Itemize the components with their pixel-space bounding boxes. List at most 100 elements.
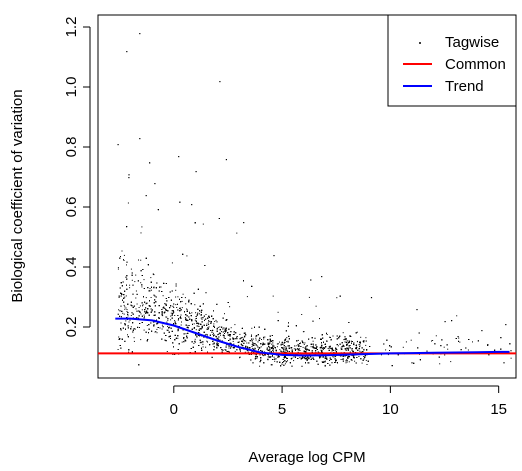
tagwise-point xyxy=(236,336,238,337)
tagwise-point xyxy=(201,327,203,329)
tagwise-point xyxy=(233,333,235,335)
tagwise-point xyxy=(308,349,310,351)
tagwise-point xyxy=(183,341,185,343)
tagwise-point xyxy=(335,361,337,363)
tagwise-point xyxy=(217,343,219,345)
tagwise-point xyxy=(191,341,193,343)
tagwise-point xyxy=(405,341,407,343)
tagwise-point xyxy=(222,328,224,330)
tagwise-point xyxy=(316,346,318,348)
tagwise-point xyxy=(128,351,130,353)
tagwise-point xyxy=(285,338,287,340)
tagwise-point xyxy=(219,339,221,341)
tagwise-point xyxy=(196,314,198,316)
tagwise-point xyxy=(232,338,234,340)
tagwise-point xyxy=(130,328,132,330)
tagwise-point xyxy=(200,323,202,325)
tagwise-point xyxy=(173,323,175,325)
tagwise-point xyxy=(283,349,285,351)
tagwise-point xyxy=(360,351,362,353)
tagwise-point xyxy=(362,351,364,353)
tagwise-point xyxy=(216,337,218,339)
tagwise-point xyxy=(228,351,230,353)
tagwise-point xyxy=(171,317,173,319)
tagwise-point xyxy=(341,342,343,344)
tagwise-point xyxy=(122,281,124,283)
tagwise-point xyxy=(161,311,163,313)
tagwise-point xyxy=(143,314,145,316)
tagwise-point xyxy=(299,343,301,344)
tagwise-point xyxy=(181,300,183,302)
tagwise-point xyxy=(210,321,212,323)
tagwise-point xyxy=(212,340,214,342)
tagwise-point xyxy=(149,290,151,292)
tagwise-point xyxy=(144,309,146,311)
tagwise-point xyxy=(190,315,192,317)
tagwise-point xyxy=(216,343,217,345)
tagwise-point xyxy=(166,321,168,323)
tagwise-point xyxy=(117,313,119,315)
tagwise-point xyxy=(287,360,288,362)
tagwise-point xyxy=(129,287,131,289)
tagwise-point xyxy=(173,303,175,305)
tagwise-point xyxy=(251,327,253,329)
tagwise-point xyxy=(410,339,412,341)
tagwise-point xyxy=(141,322,143,323)
tagwise-point xyxy=(253,348,255,350)
tagwise-point xyxy=(167,319,169,321)
tagwise-point xyxy=(310,359,312,360)
tagwise-point xyxy=(487,344,489,346)
tagwise-point xyxy=(121,310,123,312)
tagwise-point xyxy=(216,347,218,349)
tagwise-point xyxy=(311,337,313,339)
tagwise-point xyxy=(288,338,290,340)
tagwise-point xyxy=(167,329,169,331)
tagwise-point xyxy=(188,316,190,318)
tagwise-point xyxy=(173,346,174,348)
tagwise-point xyxy=(263,336,264,338)
tagwise-point xyxy=(126,275,128,277)
tagwise-point xyxy=(355,347,357,349)
tagwise-point xyxy=(291,351,293,353)
tagwise-point xyxy=(208,315,210,317)
tagwise-point xyxy=(219,332,221,334)
tagwise-point xyxy=(269,348,271,350)
tagwise-point xyxy=(185,318,187,320)
tagwise-point xyxy=(206,340,208,342)
tagwise-point xyxy=(152,321,154,323)
tagwise-point xyxy=(353,356,355,358)
tagwise-point xyxy=(236,232,238,234)
tagwise-point xyxy=(192,323,193,325)
tagwise-point xyxy=(163,312,165,314)
tagwise-point xyxy=(242,345,244,347)
tagwise-point xyxy=(148,314,150,316)
tagwise-point xyxy=(137,280,139,282)
tagwise-point xyxy=(126,310,128,312)
tagwise-point xyxy=(323,360,325,362)
tagwise-point xyxy=(259,337,261,339)
tagwise-point xyxy=(205,314,207,315)
tagwise-point xyxy=(281,363,283,365)
tagwise-point xyxy=(151,286,152,288)
tagwise-point xyxy=(243,340,245,342)
tagwise-point xyxy=(389,345,391,347)
tagwise-point xyxy=(213,323,215,325)
tagwise-point xyxy=(164,339,166,341)
tagwise-point xyxy=(158,312,160,314)
tagwise-point xyxy=(136,303,138,305)
tagwise-point xyxy=(344,355,346,357)
tagwise-point xyxy=(127,327,129,329)
tagwise-point xyxy=(143,288,145,289)
tagwise-point xyxy=(195,320,197,322)
tagwise-point xyxy=(321,342,322,344)
tagwise-point xyxy=(252,338,254,340)
tagwise-point xyxy=(224,313,225,315)
tagwise-point xyxy=(193,323,195,325)
tagwise-point xyxy=(254,343,256,344)
tagwise-point xyxy=(360,358,362,360)
tagwise-point xyxy=(246,342,248,344)
tagwise-point xyxy=(123,294,125,296)
tagwise-point xyxy=(441,339,443,341)
tagwise-point xyxy=(322,356,324,358)
tagwise-point xyxy=(307,362,309,364)
